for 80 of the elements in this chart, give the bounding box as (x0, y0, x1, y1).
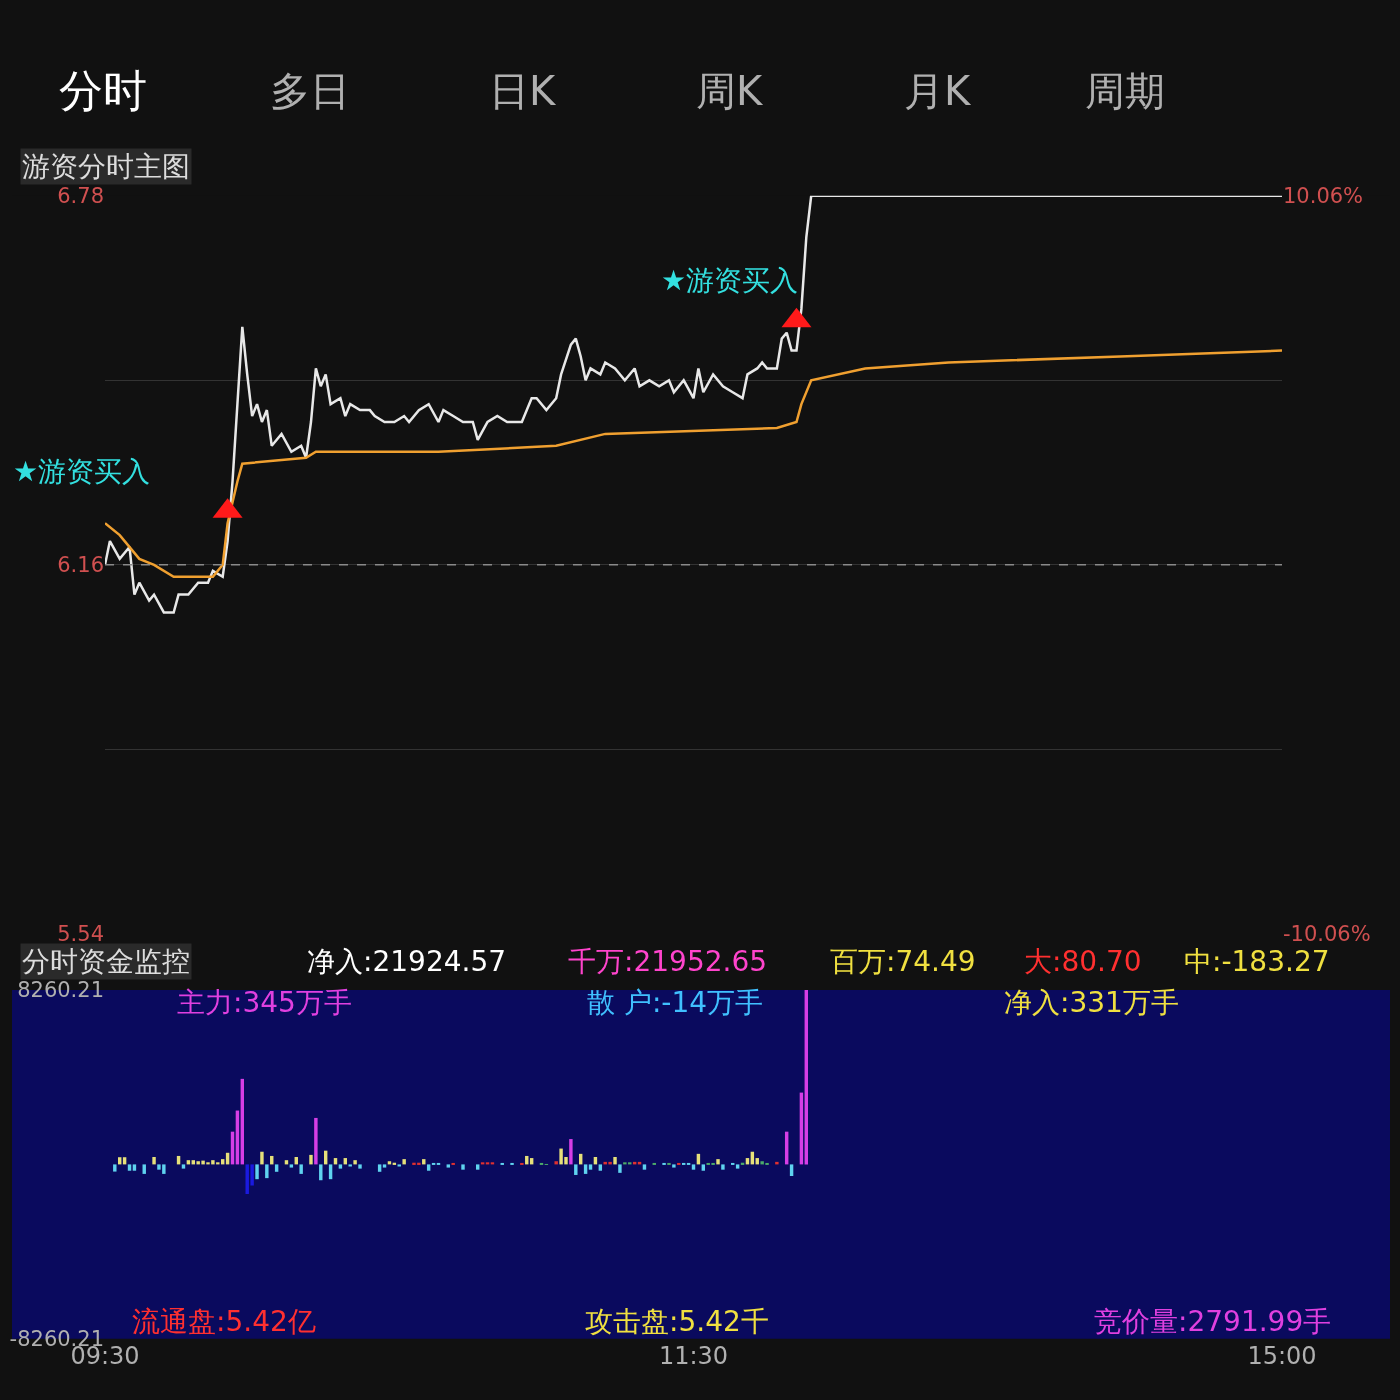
bar (662, 1162, 666, 1165)
text: 多日 (270, 68, 350, 114)
bar (446, 1164, 451, 1168)
chart-title: 分时资金监控 (22, 945, 190, 978)
bar (299, 1164, 303, 1174)
y-tick-label: 6.16 (57, 553, 104, 578)
x-tick-label: 15:00 (1247, 1341, 1317, 1370)
bar (132, 1164, 137, 1171)
bar (382, 1164, 387, 1168)
bar (461, 1164, 465, 1170)
bar (677, 1162, 681, 1165)
annotation: 散 户:-14万手 (587, 986, 764, 1019)
bar (520, 1162, 524, 1165)
bar (691, 1164, 696, 1170)
x-tick-label: 11:30 (658, 1341, 729, 1370)
text: 月K (904, 68, 972, 114)
y-tick-label: 5.54 (57, 922, 104, 947)
bar (569, 1139, 573, 1165)
text: 周K (696, 68, 764, 114)
bar (181, 1164, 186, 1169)
bar (618, 1164, 622, 1173)
text: 分时 (59, 65, 147, 116)
annotation: ★游资买入 (661, 264, 799, 297)
y-tick-label: 8260.21 (17, 978, 104, 1003)
bar (309, 1154, 313, 1165)
bar (289, 1164, 294, 1168)
bar (358, 1164, 362, 1169)
bar (402, 1159, 406, 1165)
bar (314, 1117, 318, 1165)
bar (574, 1164, 578, 1175)
annotation: 主力:345万手 (177, 986, 352, 1019)
bar (338, 1164, 343, 1169)
bar (260, 1151, 264, 1165)
bar (113, 1164, 117, 1172)
y-tick-label: 6.78 (57, 184, 104, 209)
bar (397, 1164, 401, 1167)
bar (353, 1160, 357, 1165)
bar (127, 1164, 132, 1171)
bar (348, 1164, 352, 1167)
bar (711, 1162, 715, 1165)
bar (701, 1164, 706, 1171)
bar (510, 1162, 514, 1165)
bar (142, 1164, 146, 1174)
bar (735, 1164, 740, 1169)
bar (623, 1162, 627, 1165)
bar (789, 1164, 794, 1177)
bar (426, 1164, 431, 1171)
annotation: 净入:331万手 (1004, 986, 1179, 1019)
chart-title: 游资分时主图 (22, 150, 190, 183)
bar (255, 1164, 259, 1180)
text: 千万:21952.65 (568, 945, 768, 978)
y2-tick-label: 10.06% (1283, 184, 1364, 209)
bar (554, 1161, 558, 1165)
bar (152, 1157, 156, 1165)
bar (451, 1162, 455, 1165)
bar (716, 1159, 720, 1165)
bar (642, 1164, 647, 1170)
bar (721, 1164, 725, 1170)
bar (319, 1164, 323, 1181)
bar (598, 1164, 603, 1171)
bar (265, 1164, 269, 1179)
text: 百万:74.49 (830, 945, 976, 978)
bar (583, 1164, 588, 1174)
bar (377, 1164, 382, 1172)
bar (672, 1164, 676, 1168)
annotation: 攻击盘:5.42千 (585, 1305, 769, 1338)
bar (476, 1164, 480, 1170)
text: 周期 (1085, 68, 1165, 114)
text: 中:-183.27 (1184, 945, 1330, 978)
text: 大:80.70 (1024, 945, 1142, 978)
text: 日K (489, 68, 557, 114)
y2-tick-label: -10.06% (1283, 922, 1371, 947)
bar (274, 1164, 279, 1172)
bar (667, 1162, 671, 1165)
bar (588, 1164, 593, 1170)
bar (613, 1157, 617, 1165)
annotation: 竞价量:2791.99手 (1094, 1305, 1332, 1338)
text: 净入:21924.57 (307, 945, 507, 978)
annotation: ★游资买入 (13, 455, 151, 488)
annotation: 流通盘:5.42亿 (132, 1305, 316, 1338)
